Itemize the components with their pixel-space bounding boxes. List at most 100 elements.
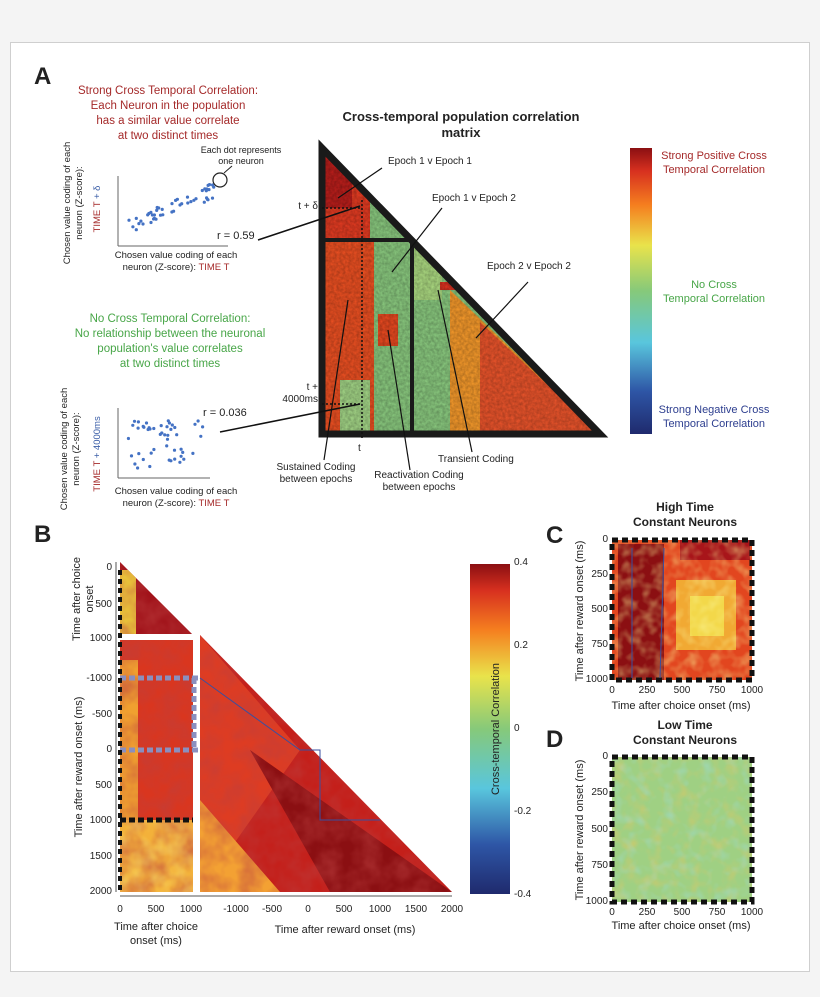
dot-note: Each dot represents one neuron (196, 145, 286, 167)
scatter-dot (136, 420, 140, 424)
scatter-dot (159, 424, 163, 428)
scatter-dot (137, 222, 141, 226)
scatter-dot (194, 197, 198, 201)
scatter-dot (173, 457, 177, 461)
b-xlabel-choice-2: onset (ms) (130, 935, 182, 947)
label-sustained-2: between epochs (279, 474, 353, 485)
scatter-dot (170, 423, 174, 427)
scatter-dot (196, 419, 200, 423)
dot-note-line-1: Each dot represents (200, 145, 282, 155)
scatter1-xlabel-time: TIME T (198, 262, 230, 273)
colorbar-a-pos-1: Strong Positive Cross (661, 150, 767, 162)
scatter-dot (186, 201, 190, 205)
scatter-dot (173, 425, 177, 430)
dot-note-pointer (223, 165, 233, 174)
label-reactivation-2: between epochs (382, 482, 456, 493)
b-choice-triangle (120, 562, 193, 635)
strong-desc-2: has a similar value correlate (96, 115, 240, 127)
tick-label: 0 (106, 744, 112, 755)
scatter-dot (150, 213, 154, 217)
scatter-dot (148, 464, 152, 469)
no-desc-2: population's value correlates (97, 343, 243, 355)
scatter-dot (126, 436, 130, 441)
scatter-dot (166, 433, 170, 437)
scatter2-xlabel-1: Chosen value coding of each (114, 486, 238, 497)
scatter-dot (169, 459, 173, 463)
scatter-dot (149, 220, 153, 225)
scatter-dot (200, 188, 204, 193)
tick-label: -1000 (223, 904, 249, 915)
tick-label: 1000 (368, 904, 392, 915)
strong-desc-1: Each Neuron in the population (90, 100, 246, 112)
scatter-dot (129, 454, 134, 458)
strong-desc-3: at two distinct times (117, 130, 219, 142)
scatter-dot (149, 451, 153, 455)
strong-correlation-caption: Strong Cross Temporal Correlation: Each … (58, 84, 278, 144)
scatter-dot (175, 197, 179, 201)
dot-note-line-2: one neuron (218, 156, 264, 166)
c-title-1: High Time (656, 500, 714, 514)
tick-label: 0 (602, 751, 608, 762)
panel-label-b: B (34, 521, 52, 548)
colorbar-b-label: Cross-temporal Correlation (490, 662, 502, 796)
scatter-dot (157, 206, 161, 210)
tick-label: 250 (591, 787, 608, 799)
scatter-dot (180, 202, 184, 206)
c-xlabel: Time after choice onset (ms) (611, 700, 751, 712)
tick-label: 1000 (89, 815, 112, 826)
tick-label: 500 (147, 904, 165, 915)
d-xlabel: Time after choice onset (ms) (611, 920, 751, 932)
scatter-dot (154, 217, 158, 221)
colorbar-a-neg-2: Temporal Correlation (662, 418, 766, 430)
scatter-dot (134, 228, 138, 232)
colorbar-a-neg-1: Strong Negative Cross (658, 404, 770, 416)
scatter-dot (185, 195, 190, 199)
sustained-pointer (323, 299, 349, 461)
tick-label: 0.4 (514, 557, 528, 568)
no-title: No Cross Temporal Correlation: (89, 313, 251, 325)
tick-label: 1000 (585, 896, 608, 907)
tick-label: 500 (335, 904, 353, 915)
tick-label: 1000 (585, 674, 608, 685)
tick-label: 500 (673, 907, 691, 918)
scatter-dot (165, 425, 169, 429)
b-significance-contour (199, 677, 380, 821)
tick-label: -1000 (86, 673, 112, 684)
b-reward-noise (200, 635, 452, 892)
scatter-dot (132, 419, 137, 423)
tick-label: 250 (591, 569, 608, 580)
d-noise-cool (612, 757, 752, 902)
colorbar-b (470, 564, 510, 894)
tick-label: 1000 (740, 907, 764, 918)
label-reactivation: Reactivation Coding between epochs (364, 470, 474, 494)
label-sustained-1: Sustained Coding (276, 462, 356, 473)
scatter-dot (152, 426, 156, 431)
tick-label: -0.4 (514, 889, 532, 900)
panel-b-graphics (115, 537, 755, 905)
scatter-dot (141, 457, 145, 462)
scatter-dot (136, 466, 140, 470)
c-contour (631, 547, 665, 679)
b-separator-vertical (193, 634, 200, 892)
tick-label: 0 (305, 904, 311, 915)
label-t-4000: t + 4000ms (262, 382, 318, 406)
no-desc-1: No relationship between the neuronal (74, 328, 266, 340)
scatter-dot (141, 222, 145, 226)
tick-label: 0 (609, 907, 615, 918)
scatter-dot (169, 427, 173, 431)
scatter-dot (137, 452, 141, 456)
b-xlabel-choice-1: Time after choice (114, 921, 198, 933)
tick-label: 750 (591, 859, 608, 871)
tick-label: 2000 (440, 904, 464, 915)
scatter-dot (199, 434, 203, 438)
tick-label: 0 (117, 904, 123, 915)
panel-a-graphics (117, 139, 652, 479)
b-xlabel-reward: Time after reward onset (ms) (274, 924, 416, 936)
panel-label-c: C (546, 522, 564, 549)
scatter2-xlabel-2: neuron (Z-score): (122, 498, 196, 509)
b-reward-triangle (200, 635, 452, 892)
no-correlation-caption: No Cross Temporal Correlation: No relati… (54, 312, 286, 372)
scatter-dot (210, 196, 215, 200)
colorbar-a (630, 148, 652, 434)
d-title-1: Low Time (657, 718, 713, 732)
